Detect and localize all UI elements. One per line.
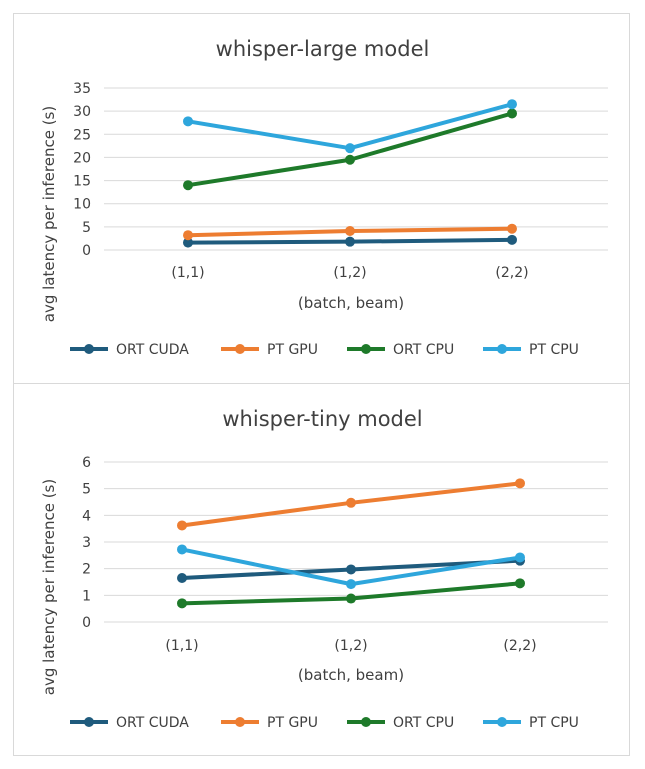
legend-label-pt-cpu: PT CPU [529, 715, 579, 731]
y-tick-label: 25 [73, 127, 91, 143]
y-tick-label: 15 [73, 174, 91, 190]
legend-label-ort-cpu: ORT CPU [393, 715, 454, 731]
legend-marker-ort-cuda [84, 344, 94, 354]
y-tick-label: 3 [82, 535, 91, 551]
data-point-pt-cpu [515, 552, 525, 563]
x-tick-label: (2,2) [495, 265, 528, 281]
y-axis-label: avg latency per inference (s) [40, 106, 58, 322]
y-tick-label: 5 [82, 482, 91, 498]
data-point-pt-gpu [183, 230, 193, 241]
y-tick-label: 0 [82, 243, 91, 259]
legend-marker-ort-cuda [84, 717, 94, 727]
chart-title: whisper-tiny model [222, 407, 422, 431]
data-point-ort-cpu [177, 598, 187, 609]
y-tick-label: 0 [82, 615, 91, 631]
x-tick-label: (1,1) [171, 265, 204, 281]
y-tick-label: 35 [73, 81, 91, 97]
data-point-ort-cpu [183, 180, 193, 191]
data-point-pt-cpu [183, 116, 193, 127]
y-tick-label: 1 [82, 588, 91, 604]
legend-marker-pt-gpu [235, 717, 245, 727]
data-point-ort-cpu [515, 578, 525, 589]
y-tick-label: 6 [82, 455, 91, 471]
data-point-ort-cuda [507, 234, 517, 245]
chart-svg-whisper-tiny: whisper-tiny model 0 1 2 3 4 5 6 (1,1) (1,2) (2,2)… [40, 407, 608, 731]
data-point-pt-cpu [507, 99, 517, 110]
data-point-pt-cpu [177, 544, 187, 555]
data-point-ort-cpu [507, 108, 517, 119]
legend-label-ort-cuda: ORT CUDA [116, 342, 189, 358]
y-axis-label: avg latency per inference (s) [40, 479, 58, 695]
legend-label-ort-cuda: ORT CUDA [116, 715, 189, 731]
x-tick-label: (1,2) [334, 638, 367, 654]
legend-marker-ort-cpu [361, 344, 371, 354]
y-tick-label: 30 [73, 104, 91, 120]
data-point-ort-cuda [177, 573, 187, 583]
legend-marker-pt-cpu [497, 717, 507, 727]
data-point-pt-cpu [345, 143, 355, 154]
legend-marker-pt-cpu [497, 344, 507, 354]
x-axis-label: (batch, beam) [298, 294, 404, 312]
data-point-pt-cpu [346, 579, 356, 590]
data-point-pt-gpu [515, 478, 525, 489]
data-point-ort-cpu [345, 154, 355, 165]
chart-whisper-tiny: whisper-tiny model 0 1 2 3 4 5 6 (1,1) (1,2) (2,2)… [13, 383, 630, 756]
data-point-ort-cuda [183, 237, 193, 248]
x-tick-label: (2,2) [503, 638, 536, 654]
data-point-pt-gpu [177, 520, 187, 531]
legend-label-pt-gpu: PT GPU [267, 342, 318, 358]
y-tick-label: 20 [73, 150, 91, 166]
data-point-ort-cpu [346, 593, 356, 604]
legend-marker-ort-cpu [361, 717, 371, 727]
x-tick-label: (1,1) [165, 638, 198, 654]
x-axis-label: (batch, beam) [298, 666, 404, 684]
y-tick-label: 5 [82, 220, 91, 236]
data-point-pt-gpu [507, 223, 517, 234]
data-point-ort-cuda [346, 564, 356, 575]
legend-label-ort-cpu: ORT CPU [393, 342, 454, 358]
x-tick-label: (1,2) [333, 265, 366, 281]
data-point-ort-cuda [345, 236, 355, 247]
y-tick-label: 10 [73, 197, 91, 213]
data-point-pt-gpu [345, 226, 355, 237]
legend-label-pt-gpu: PT GPU [267, 715, 318, 731]
chart-svg-whisper-large: whisper-large model 0 5 10 15 20 25 30 35 (1,1) (1… [40, 37, 608, 358]
data-point-pt-gpu [346, 497, 356, 508]
chart-whisper-large: whisper-large model 0 5 10 15 20 25 30 35 (1,1) (1… [13, 13, 630, 384]
legend-label-pt-cpu: PT CPU [529, 342, 579, 358]
y-tick-label: 2 [82, 562, 91, 578]
chart-title: whisper-large model [216, 37, 430, 61]
legend-marker-pt-gpu [235, 344, 245, 354]
y-tick-label: 4 [82, 508, 91, 524]
